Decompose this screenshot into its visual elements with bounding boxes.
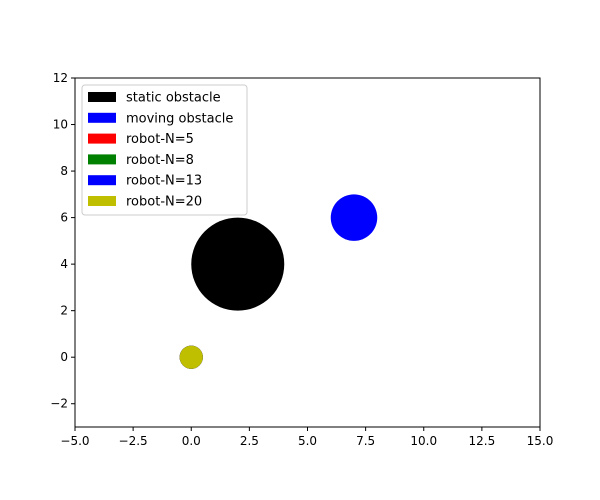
legend-label: static obstacle xyxy=(126,91,221,106)
legend-label: moving obstacle xyxy=(126,111,233,126)
circle-robot-n-20 xyxy=(179,345,203,369)
y-tick-label: 8 xyxy=(60,164,68,178)
x-tick-label: 5.0 xyxy=(298,434,317,448)
x-tick-label: 0.0 xyxy=(182,434,201,448)
y-tick-label: 2 xyxy=(60,304,68,318)
y-tick-label: 0 xyxy=(60,350,68,364)
x-tick-label: 12.5 xyxy=(469,434,496,448)
y-tick-label: 12 xyxy=(53,71,68,85)
y-tick-label: 4 xyxy=(60,257,68,271)
x-tick-label: 15.0 xyxy=(527,434,554,448)
legend-label: robot-N=20 xyxy=(126,195,202,210)
y-tick-label: −2 xyxy=(50,397,68,411)
legend-label: robot-N=8 xyxy=(126,153,194,168)
circle-moving-obstacle xyxy=(330,194,378,241)
legend-swatch xyxy=(88,154,116,165)
x-tick-label: −5.0 xyxy=(60,434,89,448)
legend-label: robot-N=5 xyxy=(126,132,194,147)
legend-swatch xyxy=(88,175,116,186)
y-tick-label: 6 xyxy=(60,211,68,225)
circle-static-obstacle xyxy=(191,217,285,311)
x-tick-label: 2.5 xyxy=(240,434,259,448)
x-tick-label: −2.5 xyxy=(119,434,148,448)
y-tick-label: 10 xyxy=(53,118,68,132)
legend-swatch xyxy=(88,196,116,206)
legend-swatch xyxy=(88,133,116,144)
legend-swatch xyxy=(88,112,116,123)
x-tick-label: 7.5 xyxy=(356,434,375,448)
legend-swatch xyxy=(88,92,116,102)
x-tick-label: 10.0 xyxy=(410,434,437,448)
legend-box xyxy=(81,84,248,216)
legend-label: robot-N=13 xyxy=(126,174,202,189)
